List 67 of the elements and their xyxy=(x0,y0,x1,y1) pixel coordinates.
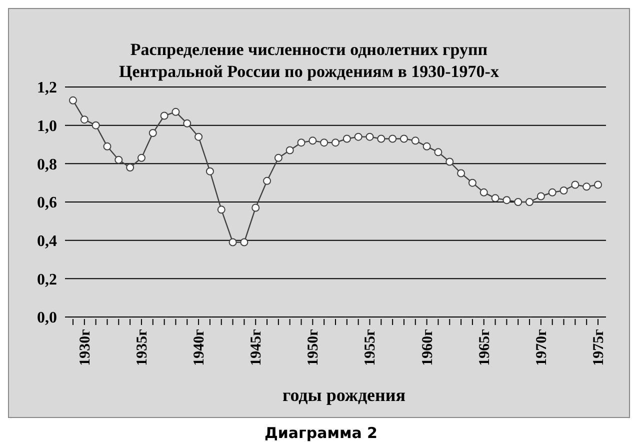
point xyxy=(354,132,362,141)
x-tick-label: 1970г xyxy=(534,328,550,366)
point xyxy=(502,196,511,204)
point xyxy=(172,108,180,116)
point xyxy=(582,182,591,191)
x-tick-label: 1965г xyxy=(476,328,493,366)
point xyxy=(491,194,500,202)
point xyxy=(69,96,77,104)
x-tick-label: 1940г xyxy=(192,328,208,366)
point xyxy=(514,198,522,206)
x-tick-label: 1950г xyxy=(306,328,322,366)
point xyxy=(126,164,134,172)
y-tick-label: 0,4 xyxy=(37,233,57,250)
chart-title: Распределение численности однолетних групп Центральной России по рождениям в 1930-1970-х xyxy=(118,39,500,83)
point xyxy=(366,132,374,141)
point xyxy=(468,178,476,187)
y-tick-label: 1,2 xyxy=(37,80,57,97)
x-tick-label: 1955г xyxy=(362,328,379,366)
point xyxy=(92,121,100,130)
point xyxy=(286,146,294,154)
point xyxy=(457,169,466,178)
y-tick-label: 1,0 xyxy=(37,118,57,136)
point xyxy=(80,116,88,124)
point xyxy=(332,138,340,147)
point xyxy=(377,134,386,143)
point xyxy=(422,142,431,150)
x-axis-title: годы рождения xyxy=(281,385,407,406)
y-tick-label: 0,8 xyxy=(37,156,57,174)
point xyxy=(240,238,248,246)
point xyxy=(297,138,306,147)
point xyxy=(217,206,226,214)
point xyxy=(400,134,408,143)
point xyxy=(206,167,214,176)
point xyxy=(228,238,237,246)
x-tick-label: 1975г xyxy=(591,328,607,366)
point xyxy=(536,192,545,200)
point xyxy=(434,148,442,156)
point xyxy=(548,188,556,196)
point xyxy=(263,176,272,185)
point xyxy=(160,112,168,120)
y-tick-label: 0,0 xyxy=(37,310,57,327)
y-tick-label: 0,2 xyxy=(37,271,57,288)
point xyxy=(388,134,397,143)
point xyxy=(194,132,203,141)
point xyxy=(183,119,192,128)
point xyxy=(320,138,328,147)
point xyxy=(114,156,123,164)
point xyxy=(411,136,420,145)
point xyxy=(594,180,602,189)
point xyxy=(308,136,317,145)
point xyxy=(526,198,534,206)
point xyxy=(274,154,282,162)
text: Диаграмма 2 xyxy=(264,424,378,442)
x-tick-label: 1935г xyxy=(134,328,150,366)
point xyxy=(342,134,351,143)
point xyxy=(137,154,146,162)
point xyxy=(446,158,454,166)
point xyxy=(148,129,157,137)
point xyxy=(480,188,488,196)
y-tick-label: 0,6 xyxy=(37,194,57,212)
point xyxy=(103,142,112,150)
point xyxy=(252,204,260,212)
point xyxy=(560,186,568,194)
x-tick-label: 1960г xyxy=(420,328,436,366)
x-tick-label: 1930г xyxy=(77,328,94,366)
x-tick-label: 1945г xyxy=(248,328,265,366)
point xyxy=(571,180,580,189)
